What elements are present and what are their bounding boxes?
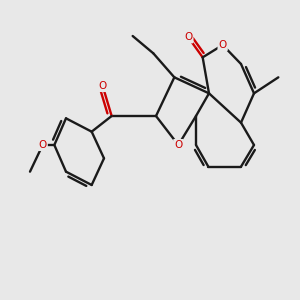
Text: O: O	[184, 32, 193, 42]
Text: O: O	[98, 81, 107, 91]
Text: O: O	[218, 40, 227, 50]
Text: O: O	[174, 140, 182, 150]
Text: O: O	[38, 140, 47, 150]
